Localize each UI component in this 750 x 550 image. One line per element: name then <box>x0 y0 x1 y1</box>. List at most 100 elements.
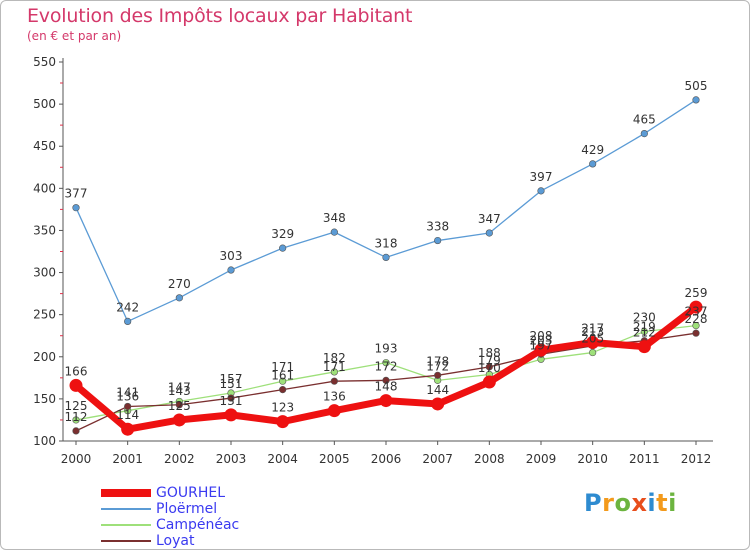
y-tick-label: 450 <box>33 139 56 153</box>
data-point <box>537 187 545 195</box>
x-tick-label: 2008 <box>474 452 505 466</box>
data-point <box>124 402 132 411</box>
data-label: 125 <box>65 399 88 413</box>
data-point <box>586 335 600 349</box>
logo-letter: x <box>631 489 648 517</box>
data-label: 144 <box>426 383 449 397</box>
data-point <box>172 413 186 427</box>
x-tick-label: 2009 <box>526 452 557 466</box>
data-label: 208 <box>530 329 553 343</box>
legend-swatch <box>101 489 151 497</box>
data-point <box>482 375 496 389</box>
data-label: 217 <box>581 321 604 335</box>
data-label: 348 <box>323 211 346 225</box>
data-point <box>534 343 548 357</box>
data-label: 329 <box>271 227 294 241</box>
data-label: 123 <box>271 401 294 415</box>
data-label: 377 <box>65 187 88 201</box>
x-tick-label: 2000 <box>61 452 92 466</box>
legend-label: GOURHEL <box>156 485 226 501</box>
x-tick-label: 2006 <box>371 452 402 466</box>
data-label: 338 <box>426 220 449 234</box>
y-tick-label: 350 <box>33 223 56 237</box>
data-label: 303 <box>220 249 243 263</box>
data-point <box>382 359 390 367</box>
data-label: 203 <box>530 333 553 347</box>
data-label: 429 <box>581 143 604 157</box>
data-label: 193 <box>375 342 398 356</box>
data-label: 141 <box>116 385 139 399</box>
data-label: 179 <box>478 353 501 367</box>
data-label: 171 <box>271 360 294 374</box>
y-tick-label: 400 <box>33 181 56 195</box>
logo-letter: i <box>647 489 657 517</box>
data-label: 151 <box>220 377 243 391</box>
chart-title: Evolution des Impôts locaux par Habitant <box>27 5 413 27</box>
data-point <box>69 378 83 392</box>
y-tick-label: 150 <box>33 392 56 406</box>
data-point <box>279 244 287 252</box>
data-point <box>637 340 651 354</box>
data-point <box>330 368 338 376</box>
data-point <box>279 386 287 394</box>
data-label: 148 <box>375 380 398 394</box>
x-tick-label: 2012 <box>681 452 712 466</box>
data-label: 205 <box>581 332 604 346</box>
logo-letter: o <box>614 489 632 517</box>
data-point <box>692 329 700 337</box>
chart-subtitle: (en € et par an) <box>27 29 122 43</box>
logo-letter: r <box>602 489 615 517</box>
data-label: 161 <box>271 369 294 383</box>
data-label: 197 <box>530 338 553 352</box>
x-tick-label: 2003 <box>216 452 247 466</box>
data-label: 147 <box>168 380 191 394</box>
data-label: 219 <box>633 320 656 334</box>
data-label: 178 <box>426 354 449 368</box>
legend-swatch <box>101 540 151 542</box>
data-label: 131 <box>220 394 243 408</box>
data-label: 170 <box>478 361 501 375</box>
y-tick-label: 500 <box>33 97 56 111</box>
data-label: 242 <box>116 300 139 314</box>
data-point <box>72 204 80 212</box>
data-label: 172 <box>375 359 398 373</box>
data-point <box>72 416 80 424</box>
data-point <box>382 376 390 384</box>
logo-letter: i <box>668 489 677 517</box>
data-label: 259 <box>685 286 708 300</box>
data-label: 125 <box>168 399 191 413</box>
data-label: 143 <box>168 384 191 398</box>
data-label: 465 <box>633 113 656 127</box>
data-label: 172 <box>426 359 449 373</box>
data-label: 228 <box>685 312 708 326</box>
data-point <box>227 394 235 402</box>
data-label: 114 <box>116 408 139 422</box>
data-point <box>640 129 648 138</box>
data-label: 136 <box>116 390 139 404</box>
y-tick-label: 300 <box>33 266 56 280</box>
y-tick-label: 200 <box>33 350 56 364</box>
data-point <box>327 404 341 418</box>
data-point <box>124 317 132 326</box>
proxiti-logo: Proxiti <box>584 489 677 517</box>
data-label: 505 <box>685 79 708 93</box>
data-label: 230 <box>633 311 656 325</box>
data-label: 318 <box>375 236 398 250</box>
data-point <box>121 422 135 436</box>
data-label: 188 <box>478 346 501 360</box>
data-point <box>224 408 238 422</box>
data-point <box>431 397 445 411</box>
data-label: 212 <box>633 326 656 340</box>
data-point <box>330 377 338 385</box>
data-point <box>279 377 287 385</box>
y-tick-label: 250 <box>33 308 56 322</box>
data-point <box>485 363 493 371</box>
legend-label: Loyat <box>156 533 195 549</box>
data-label: 157 <box>220 372 243 386</box>
data-label: 397 <box>530 170 553 184</box>
data-point <box>175 401 183 409</box>
data-point <box>276 415 290 429</box>
data-point <box>589 160 597 168</box>
x-tick-label: 2002 <box>164 452 195 466</box>
